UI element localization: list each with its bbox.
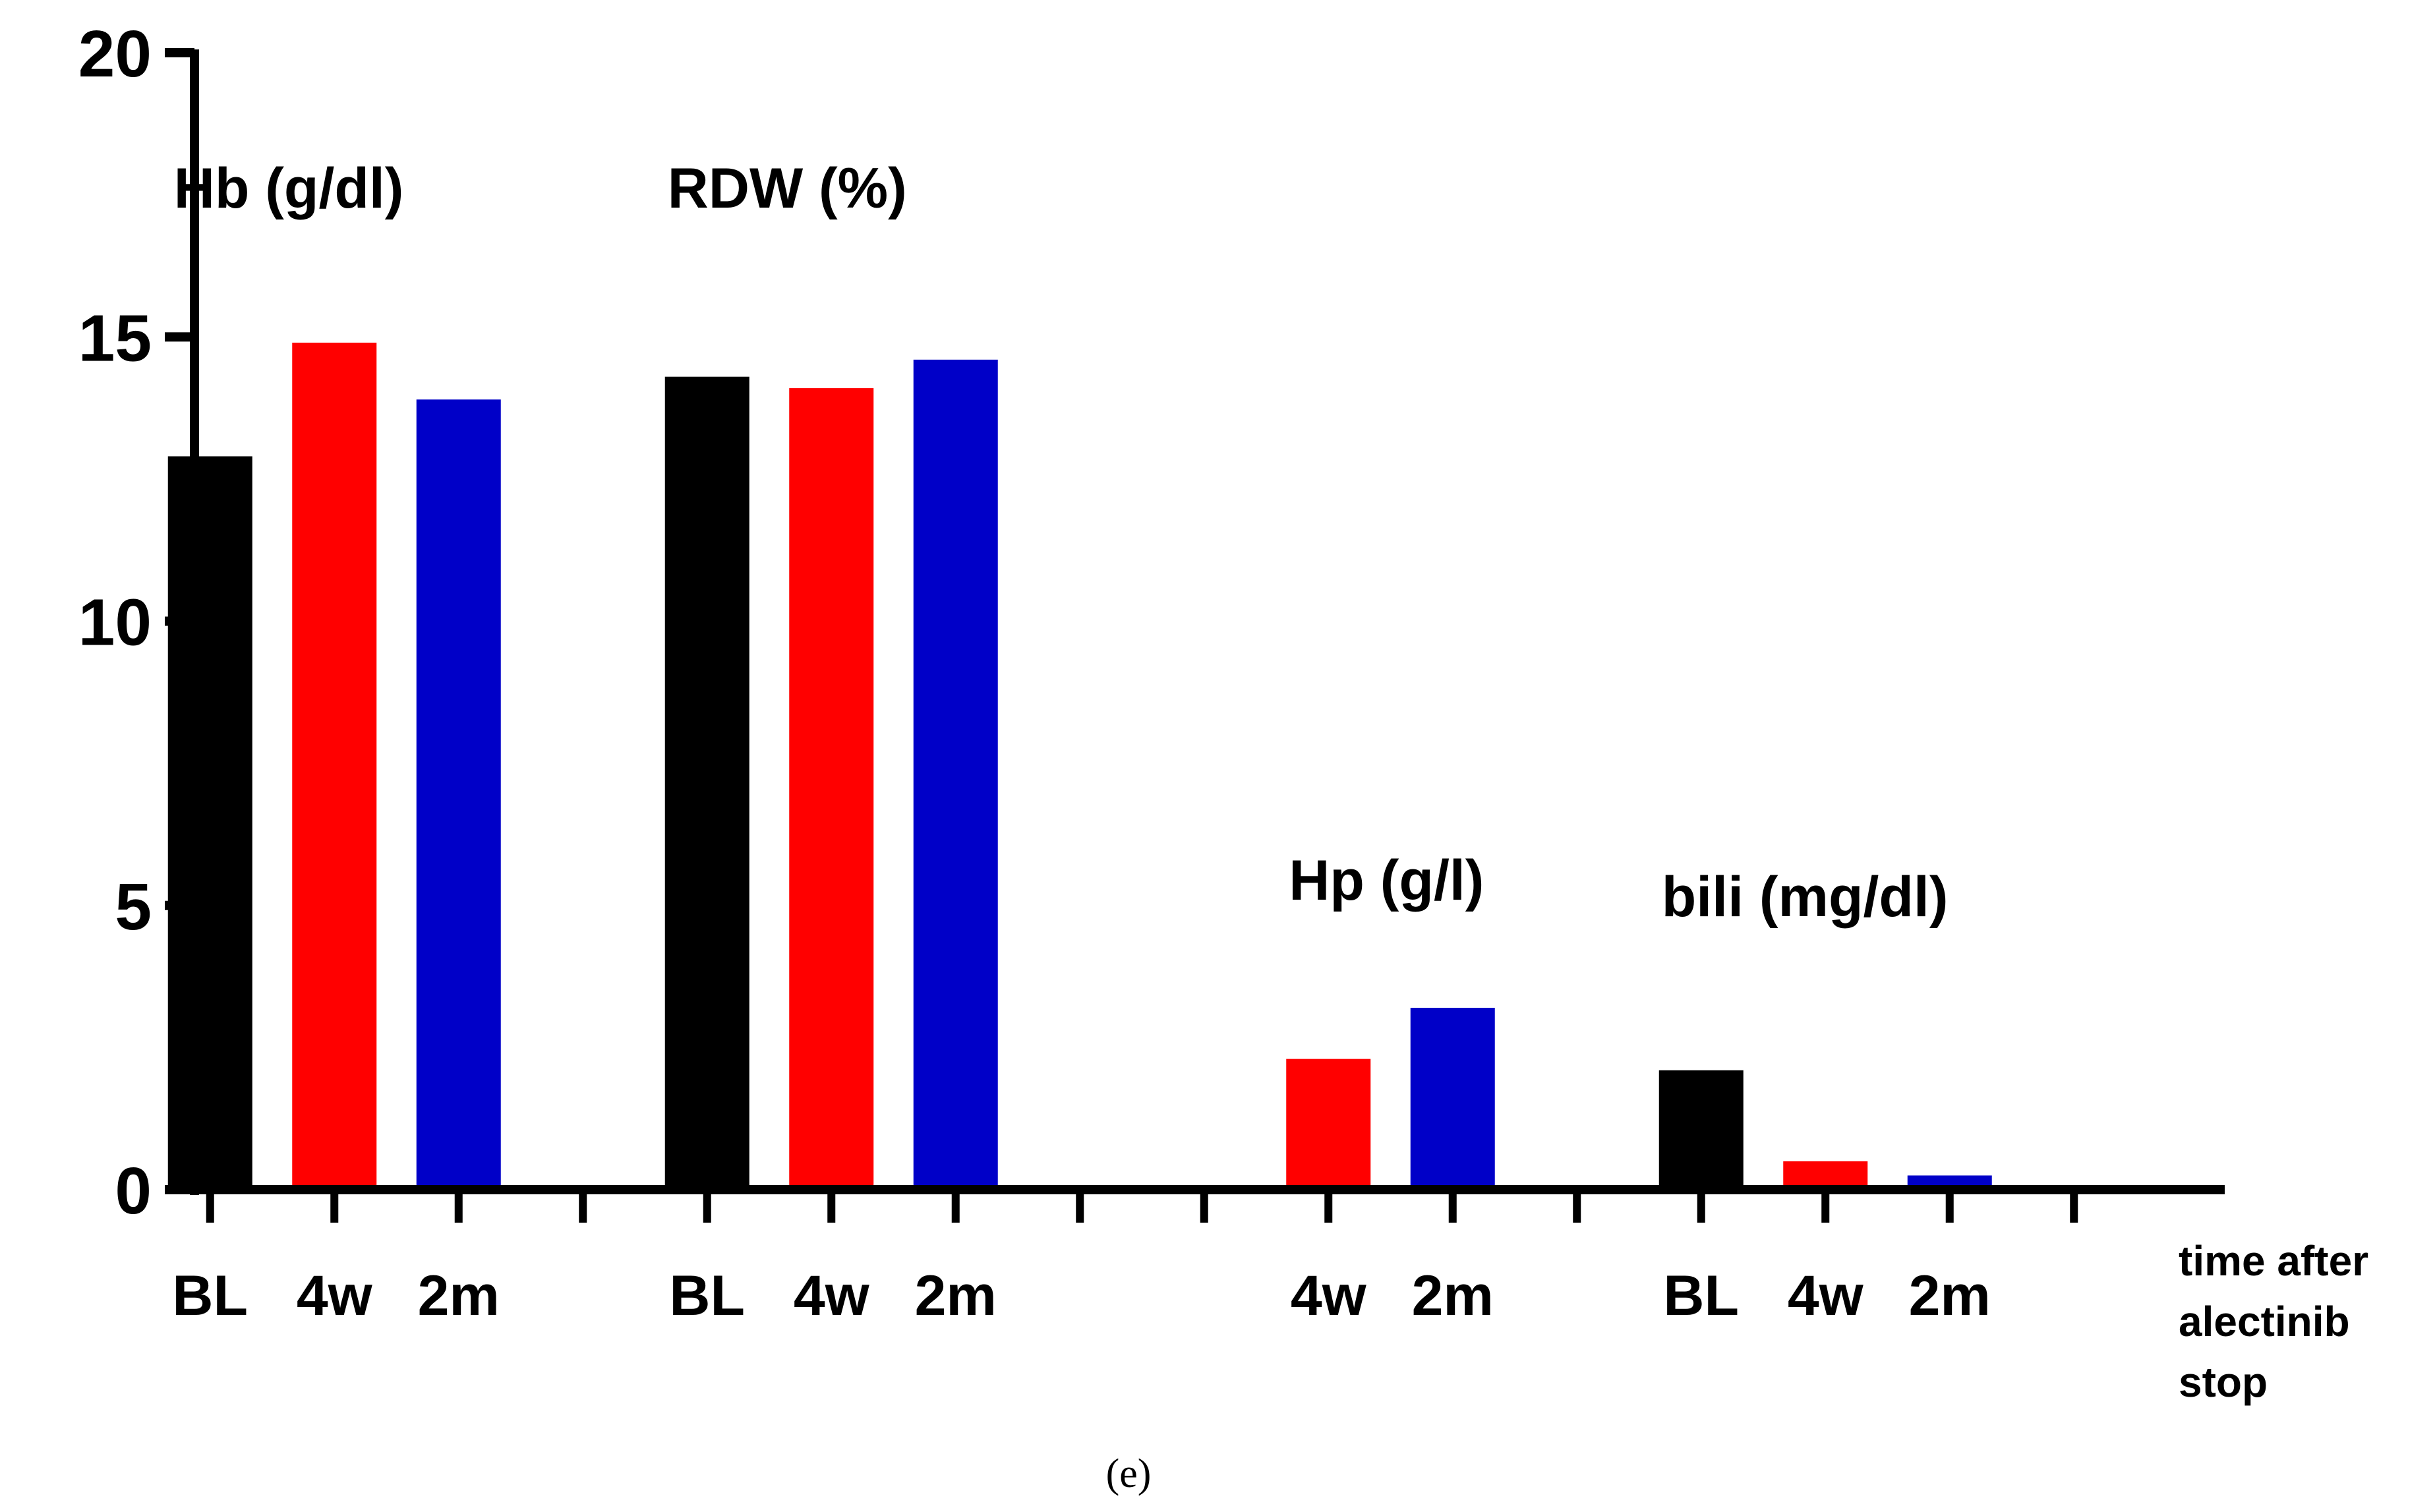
axes-layer [165,48,2225,1223]
x-tick-label-2-2: 2m [1412,1264,1494,1327]
x-tick-label-3-1: 4w [1788,1264,1864,1327]
labels-layer: 0 5 10 15 20 BL 4w 2m BL 4w 2m 4w 2m BL 4w 2m Hb (g/dl) R… [78,17,2368,1496]
x-tick-label-1-1: 4w [794,1264,870,1327]
bars-layer [167,342,1992,1190]
x-tick-label-0-1: 4w [297,1264,373,1327]
bar-1-2 [913,359,998,1190]
x-tick-label-1-0: BL [669,1264,745,1327]
bar-3-0 [1658,1070,1744,1190]
x-tick-label-0-2: 2m [418,1264,500,1327]
x-tick-label-0-0: BL [172,1264,248,1327]
x-axis-label-line-1: alectinib [2179,1298,2350,1345]
bar-1-1 [789,388,874,1190]
bar-0-2 [416,399,501,1190]
x-tick-label-2-1: 4w [1291,1264,1367,1327]
bar-0-1 [292,342,377,1190]
y-tick-label-3: 15 [78,301,152,375]
y-tick-label-2: 10 [78,586,152,660]
x-axis-label-line-0: time after [2179,1237,2368,1285]
figure-caption: (e) [1106,1451,1152,1496]
group-label-0: Hb (g/dl) [174,157,404,220]
group-label-1: RDW (%) [668,157,907,220]
bar-2-1 [1286,1059,1371,1190]
x-tick-label-3-0: BL [1663,1264,1739,1327]
group-label-3: bili (mg/dl) [1662,865,1949,929]
x-tick-label-3-2: 2m [1909,1264,1991,1327]
bar-2-2 [1410,1008,1495,1190]
bar-3-1 [1783,1161,1868,1190]
bar-1-0 [664,376,749,1190]
group-label-2: Hp (g/l) [1289,849,1484,912]
x-tick-label-1-2: 2m [915,1264,997,1327]
y-tick-label-1: 5 [115,870,152,944]
x-axis-label-line-2: stop [2179,1358,2268,1406]
y-tick-label-4: 20 [78,17,152,91]
y-tick-label-0: 0 [115,1154,152,1228]
bar-0-0 [167,456,252,1190]
